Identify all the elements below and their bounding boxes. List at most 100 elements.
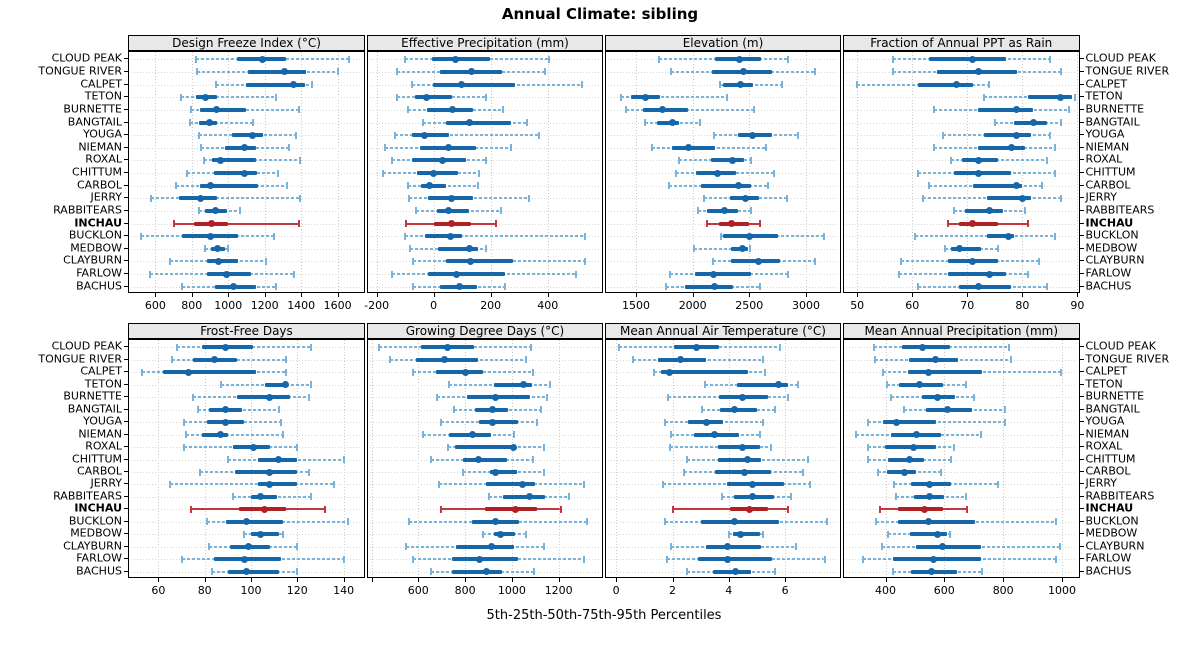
whisker-cap-5th: [719, 232, 722, 240]
gridline-vertical: [672, 340, 674, 577]
site-label-right: BACHUS: [1085, 279, 1132, 293]
gridline-vertical: [558, 340, 560, 577]
median-dot: [261, 505, 269, 513]
whisker-cap-5th: [993, 119, 996, 126]
axis-tick-label: 100: [240, 584, 262, 597]
site-label-right: FARLOW: [1085, 266, 1132, 280]
whisker-cap-95th: [1054, 232, 1057, 240]
iqr-bar-25-75: [892, 557, 982, 562]
whisker-cap-5th: [866, 456, 869, 463]
whisker-cap-95th: [238, 207, 241, 215]
whisker-cap-95th: [265, 257, 267, 265]
median-dot: [474, 456, 482, 463]
whisker-cap-95th: [528, 194, 531, 202]
iqr-bar-25-75: [964, 208, 1004, 213]
whisker-cap-5th: [182, 418, 185, 426]
axis-tick-label: 1000: [497, 584, 526, 597]
iqr-bar-25-75: [684, 284, 733, 289]
axis-tick: [728, 578, 730, 582]
axis-tick-label: 0: [612, 584, 620, 597]
whisker-cap-95th: [524, 530, 527, 538]
whisker-5-95: [621, 96, 727, 99]
axis-tick: [418, 578, 420, 582]
axis-tick-label: 60: [151, 584, 166, 597]
whisker-cap-95th: [1059, 194, 1062, 202]
site-label-right: JERRY: [1085, 190, 1118, 204]
site-label-left: BUCKLON: [68, 228, 122, 242]
whisker-cap-95th: [512, 431, 515, 439]
whisker-cap-5th: [405, 543, 408, 551]
whisker-cap-5th: [982, 93, 985, 101]
iqr-bar-25-75: [898, 507, 944, 512]
axis-tick: [155, 293, 157, 297]
whisker-cap-95th: [533, 568, 536, 576]
axis-tick: [158, 578, 160, 582]
site-label-left: BURNETTE: [63, 389, 122, 403]
median-dot: [677, 356, 685, 364]
row-guide: [846, 97, 1077, 99]
site-tick-left: [124, 458, 128, 460]
whisker-cap-95th: [299, 194, 302, 202]
panel-strip: Mean Annual Air Temperature (°C): [605, 323, 841, 339]
whisker-cap-5th: [661, 480, 664, 488]
whisker-cap-5th: [410, 81, 413, 89]
whisker-cap-5th: [620, 93, 623, 101]
iqr-bar-25-75: [225, 519, 284, 524]
whisker-cap-5th: [407, 518, 410, 526]
whisker-cap-5th: [411, 555, 414, 563]
whisker-cap-5th: [197, 131, 200, 139]
median-dot: [456, 283, 464, 291]
whisker-cap-5th: [643, 119, 646, 126]
panel: [843, 339, 1080, 578]
whisker-cap-95th: [485, 245, 488, 253]
axis-tick: [558, 578, 560, 582]
whisker-cap-95th: [781, 81, 784, 89]
median-dot: [223, 270, 231, 278]
iqr-bar-25-75: [983, 133, 1031, 138]
site-tick-right: [1079, 134, 1084, 136]
whisker-cap-95th: [546, 393, 548, 401]
whisker-cap-5th: [916, 169, 919, 177]
median-dot: [969, 257, 977, 265]
iqr-bar-25-75: [959, 221, 998, 226]
site-label-left: BACHUS: [76, 564, 122, 578]
site-label-right: TETON: [1085, 377, 1123, 391]
whisker-cap-5th: [669, 68, 672, 76]
gridline-vertical: [806, 52, 807, 292]
site-label-left: MEDBOW: [70, 526, 122, 540]
whisker-cap-95th: [310, 493, 313, 501]
whisker-cap-5th: [703, 381, 706, 389]
site-label-left: TETON: [84, 377, 122, 391]
site-tick-left: [124, 545, 128, 547]
whisker-cap-95th: [287, 144, 290, 152]
median-dot: [461, 368, 469, 376]
site-tick-right: [1079, 159, 1084, 161]
row-guide: [370, 185, 600, 187]
gridline-vertical: [912, 52, 914, 292]
site-label-right: TONGUE RIVER: [1085, 352, 1170, 366]
site-label-right: RABBITEARS: [1085, 203, 1155, 217]
whisker-cap-5th: [453, 406, 456, 414]
whisker-cap-95th: [582, 555, 585, 563]
whisker-cap-5th: [409, 245, 412, 253]
median-dot: [730, 406, 738, 414]
median-dot: [934, 530, 942, 538]
whisker-cap-95th: [950, 456, 953, 463]
axis-tick-label: 600: [407, 584, 429, 597]
median-dot: [452, 270, 460, 278]
site-label-left: TETON: [84, 89, 122, 103]
whisker-cap-95th: [980, 431, 983, 439]
site-tick-left: [124, 396, 128, 398]
median-dot: [488, 406, 496, 414]
iqr-bar-25-75: [901, 345, 951, 350]
iqr-bar-25-75: [258, 482, 298, 487]
whisker-cap-95th: [342, 456, 345, 463]
panel-strip: Design Freeze Index (°C): [128, 35, 365, 51]
whisker-cap-95th: [953, 443, 956, 451]
axis-tick-label: 4: [725, 584, 733, 597]
whisker-cap-5th: [664, 418, 667, 426]
whisker-cap-5th: [933, 144, 936, 152]
median-dot: [743, 456, 751, 463]
iqr-bar-25-75: [455, 544, 514, 549]
